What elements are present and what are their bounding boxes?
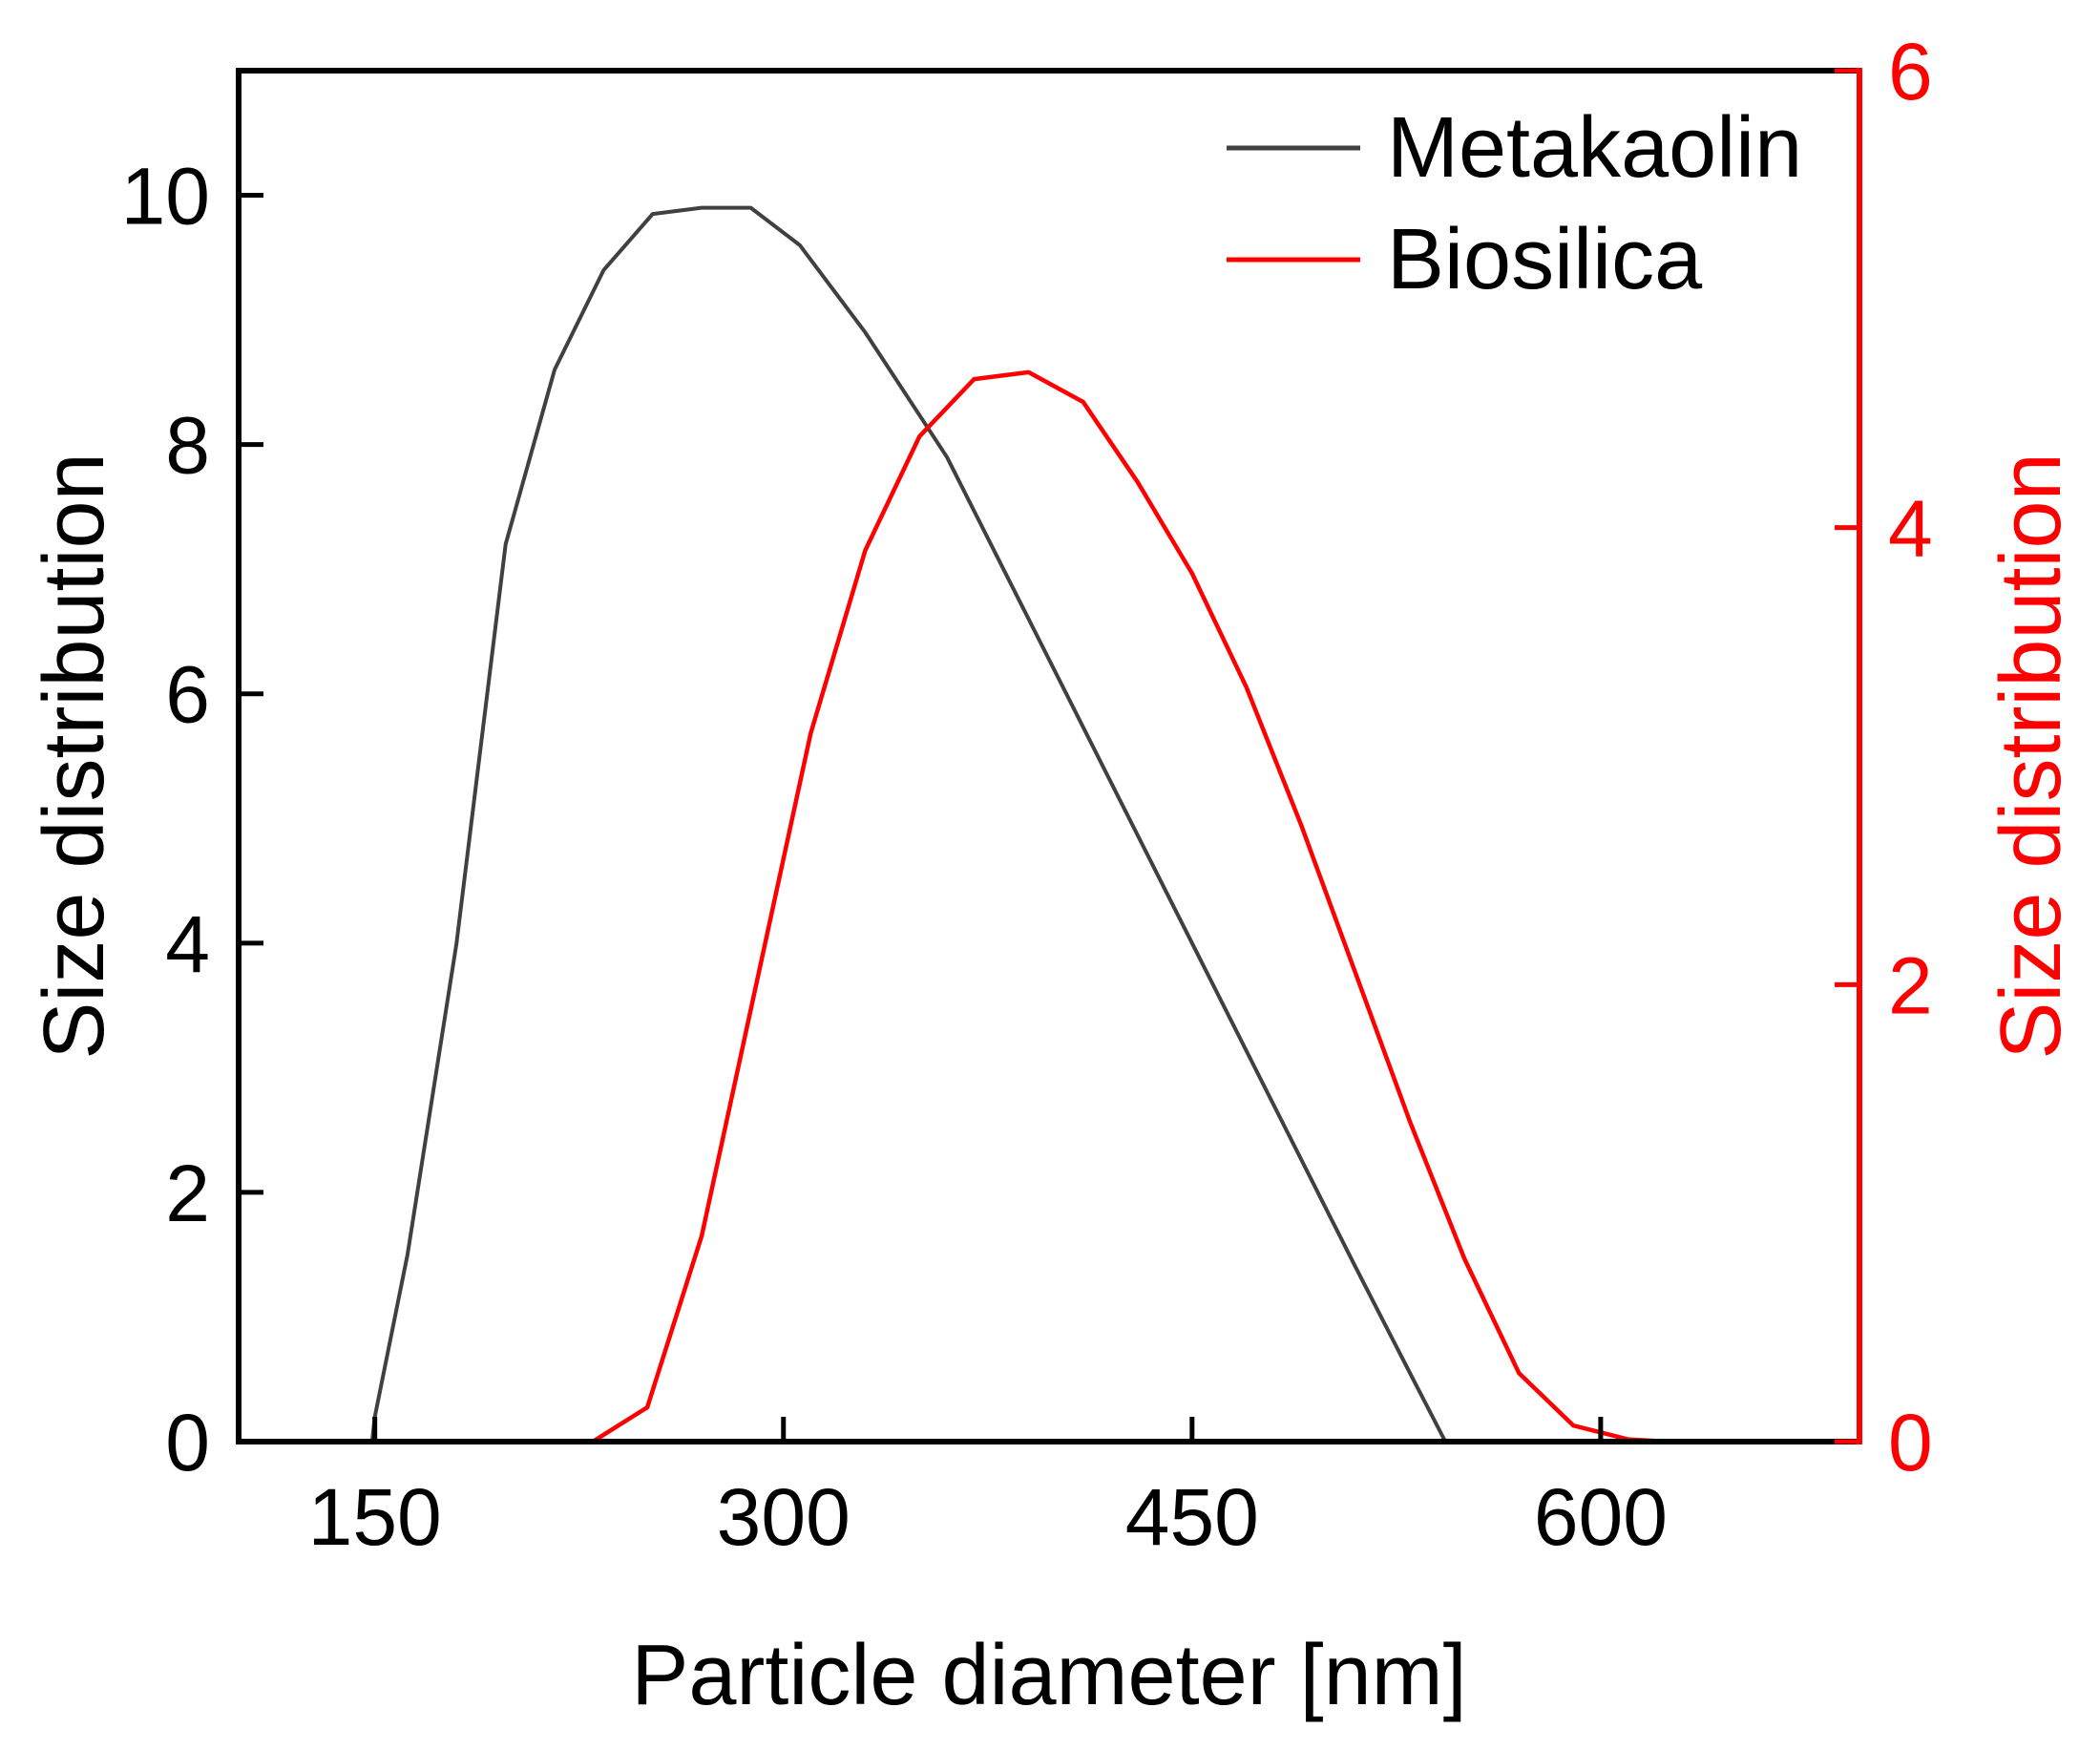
y-left-tick-label-10: 10 [121,152,210,242]
series-line-biosilica [236,369,1862,1444]
y-right-tick-label-0: 0 [1888,1398,1933,1487]
x-axis-title: Particle diameter [nm] [631,1628,1466,1723]
plot-content [236,205,1862,1444]
x-tick-label-450: 450 [1125,1472,1259,1562]
legend: Metakaolin Biosilica [1227,100,1802,307]
y-left-axis-title: Size distribution [27,453,122,1059]
y-right-tick-label-2: 2 [1888,940,1933,1030]
x-tick-label-150: 150 [308,1472,442,1562]
y-right-tick-label-6: 6 [1888,27,1933,116]
y-left-tick-label-0: 0 [165,1398,210,1487]
y-left-tick-label-8: 8 [165,401,210,491]
series-line-metakaolin [237,205,1861,1444]
y-left-tick-label-6: 6 [165,650,210,740]
y-right-axis-title: Size distribution [1984,453,2079,1059]
legend-label-biosilica: Biosilica [1387,212,1703,307]
y-left-tick-label-4: 4 [165,899,210,989]
axes: 150 300 450 600 0 2 4 6 8 10 0 2 4 6 Particle diameter… [27,27,2079,1723]
y-left-tick-label-2: 2 [165,1149,210,1238]
y-right-tick-label-4: 4 [1888,484,1933,574]
x-tick-label-300: 300 [717,1472,850,1562]
legend-label-metakaolin: Metakaolin [1387,100,1802,196]
x-tick-label-600: 600 [1534,1472,1668,1562]
